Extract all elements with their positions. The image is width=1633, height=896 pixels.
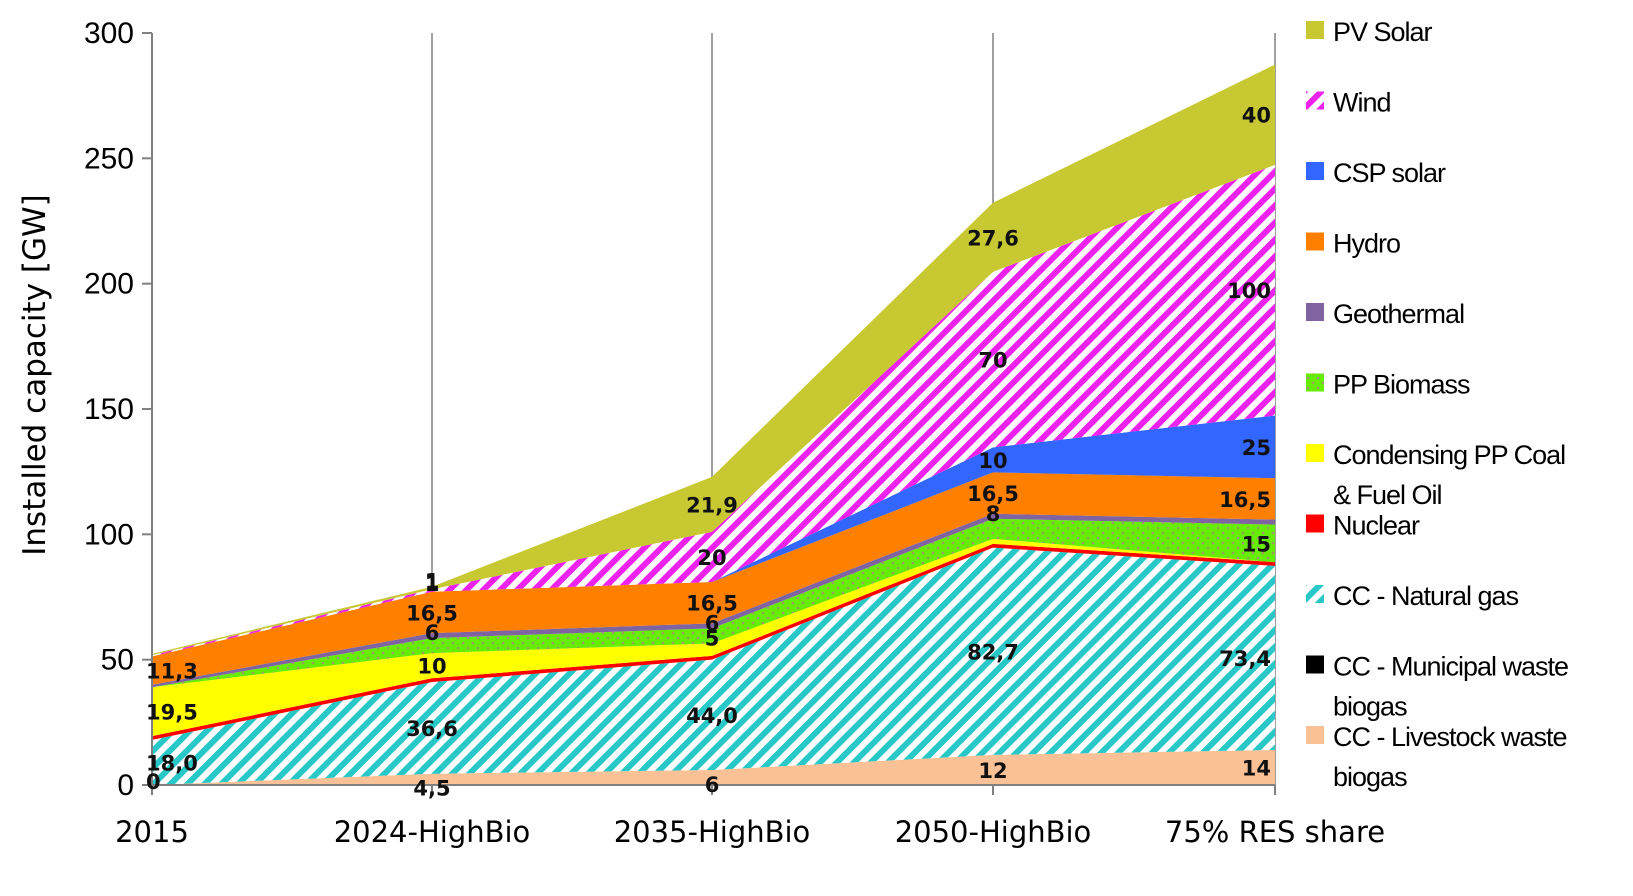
data-label-pp-biomass-75-res-share: 15	[1242, 532, 1271, 556]
data-label-pv-solar-2035-highbio: 21,9	[686, 493, 738, 517]
legend-label-cc-natural-gas: CC - Natural gas	[1333, 581, 1519, 611]
legend: PV Solar Wind CSP solar Hydro Geothermal PP B…	[1306, 17, 1569, 792]
data-label-pv-solar-2024-highbio: 1	[425, 570, 440, 594]
x-tick-label-75-res-share: 75% RES share	[1165, 815, 1385, 849]
legend-swatch-csp-solar	[1306, 162, 1324, 180]
legend-item-cc-municipal-waste-biogas: CC - Municipal waste biogas	[1306, 652, 1569, 722]
area-pv-solar	[152, 64, 1275, 656]
legend-swatch-pp-biomass	[1306, 373, 1324, 392]
legend-swatch-wind	[1306, 91, 1324, 110]
data-label-condensing-pp-coal-fuel-oil-2024-highbio: 10	[417, 655, 446, 679]
data-label-csp-solar-2050-highbio: 10	[978, 449, 1007, 473]
legend-swatch-condensing-pp-coal-fuel-oil	[1306, 444, 1324, 462]
legend-item-csp-solar: CSP solar	[1306, 158, 1447, 188]
legend-swatch-nuclear	[1306, 514, 1324, 533]
legend-item-condensing-pp-coal-fuel-oil: Condensing PP Coal & Fuel Oil	[1306, 440, 1566, 510]
legend-label-hydro: Hydro	[1333, 229, 1400, 259]
legend-label-pv-solar: PV Solar	[1333, 17, 1433, 47]
x-tick-label-2015: 2015	[115, 815, 189, 849]
legend-label-nuclear: Nuclear	[1333, 511, 1420, 541]
data-label-cc-natural-gas-2035-highbio: 44,0	[686, 704, 738, 728]
data-label-cc-natural-gas-75-res-share: 73,4	[1219, 647, 1271, 671]
data-label-pv-solar-2050-highbio: 27,6	[967, 226, 1019, 250]
y-tick-label-250: 250	[84, 142, 134, 175]
legend-label-csp-solar: CSP solar	[1333, 158, 1446, 188]
data-label-pv-solar-75-res-share: 40	[1242, 104, 1271, 128]
data-label-hydro-2024-highbio: 16,5	[406, 601, 458, 625]
y-tick-label-100: 100	[84, 518, 134, 551]
data-label-condensing-pp-coal-fuel-oil-2035-highbio: 5	[705, 626, 720, 650]
legend-label-cc-livestock-waste-biogas-line2: biogas	[1333, 762, 1407, 792]
legend-label-cc-livestock-waste-biogas: CC - Livestock waste	[1333, 722, 1567, 752]
data-label-cc-natural-gas-2050-highbio: 82,7	[967, 640, 1019, 664]
area-pp-biomass	[152, 518, 1275, 688]
data-label-condensing-pp-coal-fuel-oil-2015: 19,5	[146, 701, 198, 725]
legend-swatch-geothermal	[1306, 303, 1324, 321]
legend-label-condensing-pp-coal-fuel-oil: Condensing PP Coal	[1333, 440, 1565, 470]
y-tick-label-300: 300	[84, 17, 134, 50]
legend-label-condensing-pp-coal-fuel-oil-line2: & Fuel Oil	[1333, 480, 1442, 510]
y-tick-label-200: 200	[84, 268, 134, 301]
legend-label-cc-municipal-waste-biogas-line2: biogas	[1333, 692, 1407, 722]
area-cc-natural-gas	[152, 547, 1275, 785]
legend-item-pp-biomass: PP Biomass	[1306, 370, 1471, 400]
data-label-hydro-2050-highbio: 16,5	[967, 482, 1019, 506]
legend-label-geothermal: Geothermal	[1333, 299, 1464, 329]
area-series	[152, 64, 1275, 785]
data-label-wind-75-res-share: 100	[1227, 279, 1271, 303]
x-tick-label-2024-highbio: 2024-HighBio	[334, 815, 531, 849]
legend-item-nuclear: Nuclear	[1306, 511, 1421, 541]
data-label-wind-2024-highbio: 1	[425, 572, 440, 596]
data-label-hydro-2035-highbio: 16,5	[686, 592, 738, 616]
area-wind	[152, 164, 1275, 657]
data-label-cc-livestock-waste-biogas-2035-highbio: 6	[705, 773, 720, 797]
area-csp-solar	[152, 415, 1275, 657]
data-label-pp-biomass-2035-highbio: 6	[705, 611, 720, 635]
legend-swatch-cc-municipal-waste-biogas	[1306, 655, 1324, 674]
data-label-cc-livestock-waste-biogas-2015: 0	[146, 770, 161, 794]
y-tick-label-150: 150	[84, 393, 134, 426]
legend-swatch-cc-livestock-waste-biogas	[1306, 726, 1324, 744]
legend-swatch-hydro	[1306, 232, 1324, 251]
x-tick-label-2050-highbio: 2050-HighBio	[895, 815, 1092, 849]
y-tick-label-0: 0	[117, 769, 134, 802]
legend-item-pv-solar: PV Solar	[1306, 17, 1434, 47]
data-label-hydro-2015: 11,3	[146, 660, 198, 684]
data-label-cc-livestock-waste-biogas-2050-highbio: 12	[978, 759, 1007, 783]
data-label-cc-natural-gas-2015: 18,0	[146, 751, 198, 775]
legend-label-pp-biomass: PP Biomass	[1333, 370, 1470, 400]
legend-label-wind: Wind	[1333, 88, 1391, 118]
legend-item-hydro: Hydro	[1306, 229, 1401, 259]
data-label-csp-solar-75-res-share: 25	[1242, 436, 1271, 460]
data-label-hydro-75-res-share: 16,5	[1219, 488, 1271, 512]
legend-item-cc-livestock-waste-biogas: CC - Livestock waste biogas	[1306, 722, 1568, 792]
legend-swatch-pv-solar	[1306, 21, 1324, 39]
data-label-cc-livestock-waste-biogas-2024-highbio: 4,5	[413, 777, 450, 801]
x-tick-label-2035-highbio: 2035-HighBio	[614, 815, 811, 849]
data-label-wind-2035-highbio: 20	[697, 546, 726, 570]
data-label-wind-2050-highbio: 70	[978, 349, 1007, 373]
data-label-cc-natural-gas-2024-highbio: 36,6	[406, 717, 458, 741]
data-label-pp-biomass-2050-highbio: 8	[986, 502, 1001, 526]
y-tick-label-50: 50	[101, 644, 134, 677]
legend-label-cc-municipal-waste-biogas: CC - Municipal waste	[1333, 652, 1568, 682]
data-label-pp-biomass-2024-highbio: 6	[425, 621, 440, 645]
y-axis-title: Installed capacity [GW]	[17, 194, 53, 556]
area-cc-livestock-waste-biogas	[152, 749, 1275, 785]
legend-item-geothermal: Geothermal	[1306, 299, 1465, 329]
legend-swatch-cc-natural-gas	[1306, 585, 1324, 603]
data-label-cc-livestock-waste-biogas-75-res-share: 14	[1242, 756, 1271, 780]
legend-item-cc-natural-gas: CC - Natural gas	[1306, 581, 1520, 611]
legend-item-wind: Wind	[1306, 88, 1392, 118]
area-hydro	[152, 472, 1275, 685]
